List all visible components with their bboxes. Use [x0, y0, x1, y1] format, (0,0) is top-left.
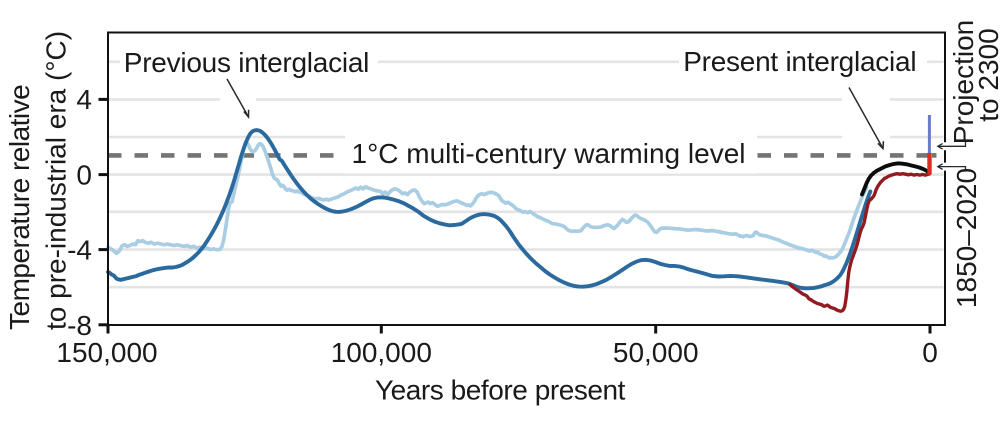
- svg-text:Previous interglacial: Previous interglacial: [124, 47, 369, 78]
- svg-text:Temperature relative: Temperature relative: [4, 85, 35, 330]
- svg-text:Present interglacial: Present interglacial: [683, 46, 916, 77]
- svg-text:150,000: 150,000: [56, 337, 157, 368]
- svg-text:0: 0: [922, 337, 938, 368]
- svg-text:1850–2020: 1850–2020: [951, 168, 982, 308]
- svg-text:Projection: Projection: [948, 20, 979, 145]
- svg-text:-4: -4: [67, 234, 92, 265]
- svg-text:0: 0: [76, 159, 92, 190]
- svg-text:4: 4: [76, 84, 92, 115]
- svg-text:to 2300: to 2300: [973, 28, 1000, 121]
- svg-text:100,000: 100,000: [331, 337, 432, 368]
- svg-text:to pre-industrial era (°C): to pre-industrial era (°C): [41, 31, 72, 330]
- svg-text:50,000: 50,000: [613, 337, 699, 368]
- svg-text:-8: -8: [67, 310, 92, 341]
- svg-text:Years before present: Years before present: [375, 375, 626, 406]
- svg-text:1°C multi-century warming leve: 1°C multi-century warming level: [352, 138, 746, 169]
